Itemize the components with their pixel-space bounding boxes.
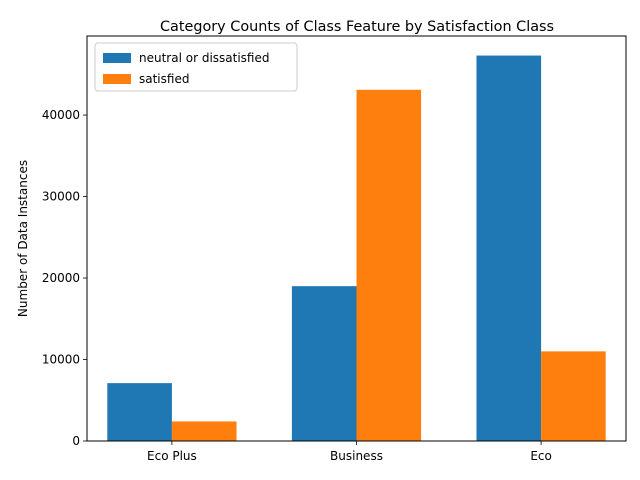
legend-swatch [103, 53, 131, 63]
y-tick-label: 10000 [42, 353, 80, 367]
bar-neutral-or-dissatisfied-eco [476, 55, 542, 441]
bar-satisfied-eco-plus [171, 421, 237, 441]
legend-label: satisfied [139, 72, 189, 86]
plot-frame [86, 35, 627, 442]
y-tick-label: 0 [72, 434, 80, 448]
x-tick-label: Business [330, 449, 383, 463]
legend-swatch [103, 74, 131, 84]
legend: neutral or dissatisfied satisfied [94, 42, 298, 92]
y-tick-label: 40000 [42, 108, 80, 122]
bar-satisfied-eco [541, 351, 606, 441]
bar-neutral-or-dissatisfied-business [291, 286, 357, 441]
y-axis-label: Number of Data Instances [16, 160, 30, 317]
x-axis: Eco Plus Business Eco [147, 441, 552, 463]
y-tick-label: 30000 [42, 190, 80, 204]
x-tick-label: Eco Plus [147, 449, 197, 463]
legend-label: neutral or dissatisfied [139, 51, 269, 65]
legend-box [94, 42, 298, 92]
bar-neutral-or-dissatisfied-eco-plus [107, 383, 172, 441]
bar-satisfied-business [356, 89, 422, 441]
y-tick-label: 20000 [42, 271, 80, 285]
y-axis: 0 10000 20000 30000 40000 [42, 108, 87, 448]
chart-title: Category Counts of Class Feature by Sati… [160, 19, 554, 35]
x-tick-label: Eco [530, 449, 552, 463]
bars-group [107, 55, 606, 441]
